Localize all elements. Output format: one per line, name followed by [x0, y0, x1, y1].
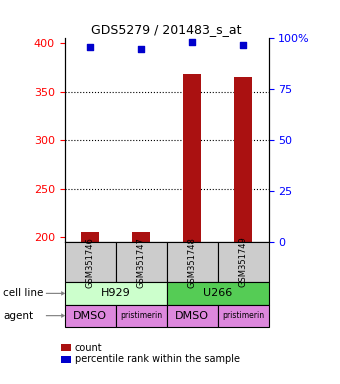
- Text: DMSO: DMSO: [73, 311, 107, 321]
- Point: [189, 40, 195, 46]
- Title: GDS5279 / 201483_s_at: GDS5279 / 201483_s_at: [91, 23, 242, 36]
- Text: GSM351749: GSM351749: [239, 237, 248, 288]
- Point: [240, 41, 246, 48]
- Bar: [183, 74, 201, 242]
- Bar: [234, 77, 252, 242]
- Text: GSM351748: GSM351748: [188, 237, 197, 288]
- Text: agent: agent: [3, 311, 34, 321]
- Text: count: count: [75, 343, 102, 353]
- Text: H929: H929: [101, 288, 131, 298]
- Point: [87, 43, 93, 50]
- Text: DMSO: DMSO: [175, 311, 209, 321]
- Text: GSM351746: GSM351746: [86, 237, 95, 288]
- Text: pristimerin: pristimerin: [120, 311, 162, 320]
- Text: cell line: cell line: [3, 288, 44, 298]
- Text: GSM351747: GSM351747: [137, 237, 146, 288]
- Bar: [81, 232, 99, 242]
- Text: percentile rank within the sample: percentile rank within the sample: [75, 354, 240, 364]
- Text: pristimerin: pristimerin: [222, 311, 264, 320]
- Text: U266: U266: [203, 288, 232, 298]
- Bar: [132, 232, 150, 242]
- Point: [138, 46, 144, 52]
